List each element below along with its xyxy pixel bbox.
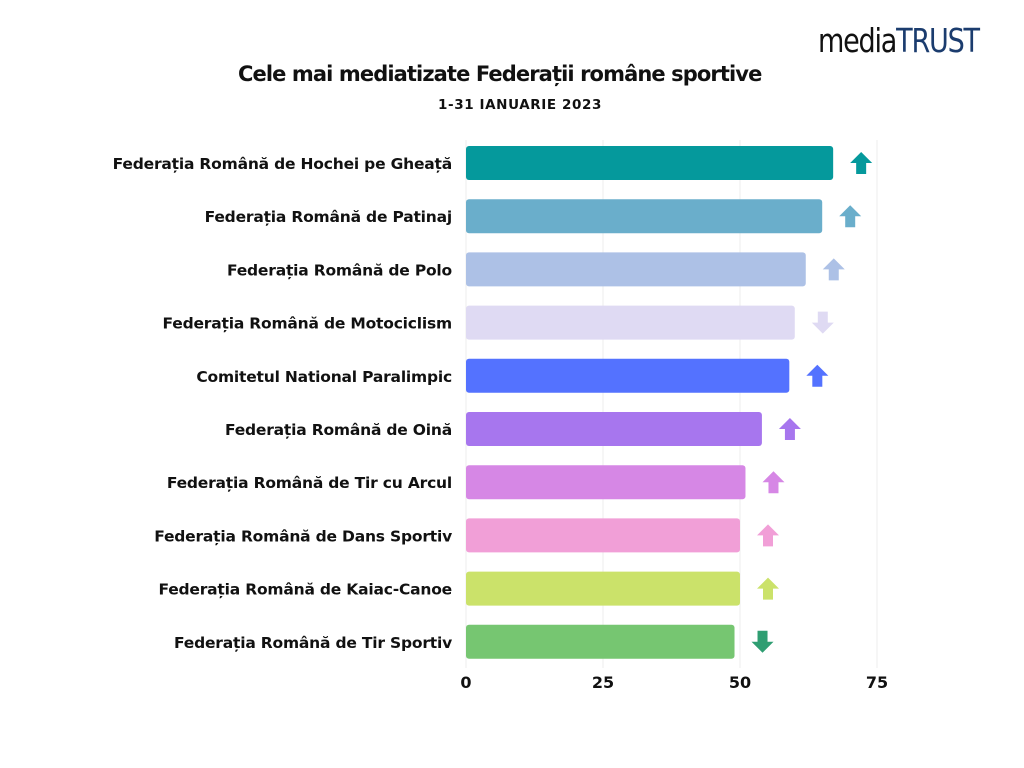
bar xyxy=(466,624,735,659)
bar xyxy=(466,305,795,340)
logo-part-trust: TRUST xyxy=(896,21,980,60)
x-axis-ticks: 0 25 50 75 xyxy=(460,673,888,692)
trend-up-arrow-icon xyxy=(757,577,779,600)
bar xyxy=(466,465,746,500)
trend-up-arrow-icon xyxy=(850,152,873,174)
bar xyxy=(466,146,834,180)
category-label: Federația Română de Tir Sportiv xyxy=(174,634,452,652)
category-label: Federația Română de Polo xyxy=(227,261,452,279)
category-label: Federația Română de Tir cu Arcul xyxy=(167,474,452,492)
logo-part-media: media xyxy=(818,21,897,60)
x-tick-label: 50 xyxy=(729,673,751,692)
trend-up-arrow-icon xyxy=(778,418,801,440)
category-labels: Federația Română de Hochei pe Gheață Fede… xyxy=(113,155,453,652)
bar xyxy=(466,571,740,606)
chart-subtitle: 1-31 IANUARIE 2023 xyxy=(438,97,602,113)
trend-up-arrow-icon xyxy=(822,258,845,281)
trend-up-arrow-icon xyxy=(762,471,785,494)
bar xyxy=(466,412,762,446)
trend-arrows xyxy=(751,152,873,653)
trend-up-arrow-icon xyxy=(757,524,779,547)
trend-down-arrow-icon xyxy=(811,311,834,334)
category-label: Comitetul National Paralimpic xyxy=(196,368,452,386)
category-label: Federația Română de Patinaj xyxy=(205,208,452,226)
category-label: Federația Română de Dans Sportiv xyxy=(154,527,452,545)
trend-up-arrow-icon xyxy=(806,364,829,387)
bar xyxy=(466,358,790,393)
bars xyxy=(466,146,834,659)
chart-title: Cele mai mediatizate Federații române sp… xyxy=(238,62,762,86)
bar xyxy=(466,518,740,553)
x-tick-label: 75 xyxy=(866,673,888,692)
chart-subtitle-row: 1-31 IANUARIE 2023 xyxy=(0,97,1024,113)
trend-up-arrow-icon xyxy=(839,205,862,228)
x-tick-label: 25 xyxy=(592,673,614,692)
category-label: Federația Română de Hochei pe Gheață xyxy=(113,155,452,173)
category-label: Federația Română de Oină xyxy=(225,421,452,439)
bar xyxy=(466,252,806,287)
mediatrust-logo: mediaTRUST xyxy=(818,21,980,60)
category-label: Federația Română de Kaiac-Canoe xyxy=(158,581,452,599)
category-label: Federația Română de Motociclism xyxy=(163,315,452,333)
x-tick-label: 0 xyxy=(460,673,471,692)
bar xyxy=(466,199,823,234)
trend-down-arrow-icon xyxy=(751,630,774,653)
